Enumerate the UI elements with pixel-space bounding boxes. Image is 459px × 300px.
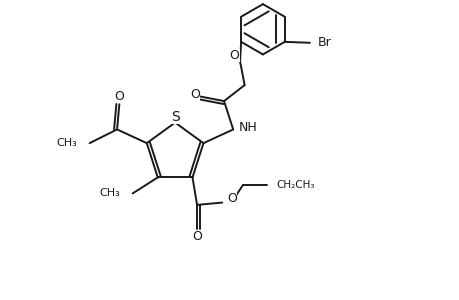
Text: O: O — [190, 88, 199, 101]
Text: O: O — [229, 49, 239, 62]
Text: CH₂CH₃: CH₂CH₃ — [276, 180, 314, 190]
Text: S: S — [170, 110, 179, 124]
Text: O: O — [114, 89, 124, 103]
Text: Br: Br — [317, 36, 331, 49]
Text: O: O — [226, 192, 236, 206]
Text: O: O — [192, 230, 202, 243]
Text: CH₃: CH₃ — [99, 188, 119, 198]
Text: CH₃: CH₃ — [56, 138, 77, 148]
Text: NH: NH — [238, 121, 257, 134]
